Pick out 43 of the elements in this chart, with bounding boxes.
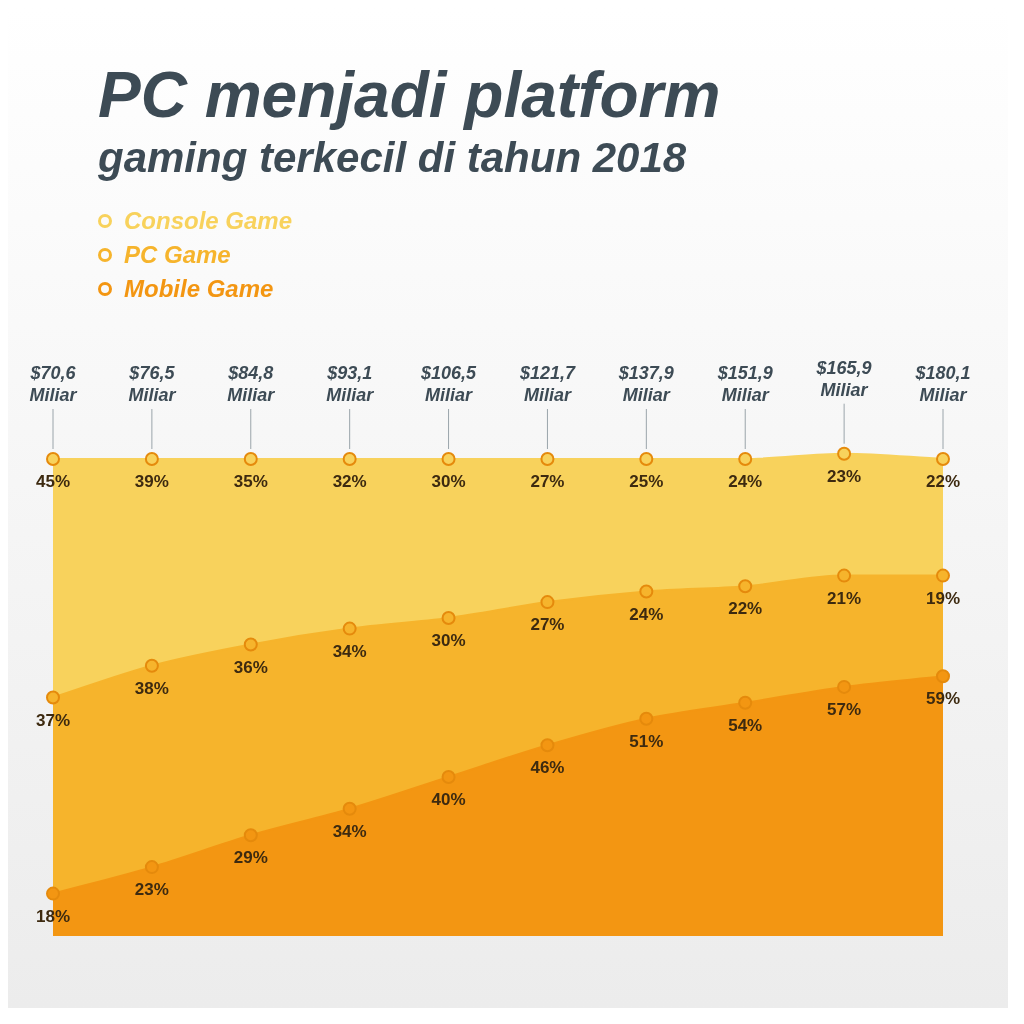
text: $121,7 Miliar: [518, 363, 576, 405]
chart-subtitle: gaming terkecil di tahun 2018: [98, 133, 688, 183]
data-label: 22%: [728, 599, 763, 619]
text: $137,9 Miliar: [617, 363, 674, 405]
data-label: 23%: [827, 466, 862, 486]
data-label: 30%: [431, 631, 466, 650]
data-label: 23%: [134, 880, 169, 900]
legend-label: Console Game: [124, 206, 293, 236]
data-label: 27%: [530, 472, 565, 491]
legend-label: PC Game: [124, 240, 231, 270]
data-label: 29%: [233, 848, 268, 868]
text: $151,9 Miliar: [716, 363, 773, 405]
data-label: 51%: [629, 731, 664, 751]
data-label: 45%: [35, 472, 71, 491]
text: $93,1 Miliar: [326, 363, 375, 405]
data-label: 27%: [530, 615, 565, 635]
data-label: 34%: [332, 821, 367, 841]
text: $165,9 Miliar: [815, 357, 872, 400]
text: $70,6 Miliar: [29, 363, 78, 405]
text: $180,1 Miliar: [914, 363, 971, 405]
data-label: 36%: [233, 657, 268, 677]
data-label: 35%: [233, 472, 268, 491]
data-label: 37%: [35, 710, 71, 730]
data-label: 22%: [925, 472, 961, 491]
data-label: 38%: [134, 678, 169, 698]
text: $106,5 Miliar: [420, 363, 478, 405]
data-label: 30%: [431, 472, 466, 491]
text: $84,8 Miliar: [227, 363, 276, 405]
data-label: 39%: [134, 472, 169, 491]
data-label: 24%: [629, 604, 664, 624]
data-label: 57%: [827, 699, 862, 719]
data-label: 34%: [332, 641, 367, 661]
chart-title: PC menjadi platform: [98, 58, 722, 132]
text: $76,5 Miliar: [128, 363, 177, 405]
data-label: 40%: [431, 790, 466, 809]
data-label: 59%: [925, 689, 961, 709]
data-label: 25%: [629, 472, 664, 491]
data-label: 21%: [827, 588, 862, 608]
data-label: 54%: [728, 715, 763, 735]
data-label: 46%: [530, 758, 565, 778]
data-label: 32%: [332, 472, 367, 491]
legend-label: Mobile Game: [124, 274, 274, 304]
data-label: 24%: [728, 472, 763, 491]
